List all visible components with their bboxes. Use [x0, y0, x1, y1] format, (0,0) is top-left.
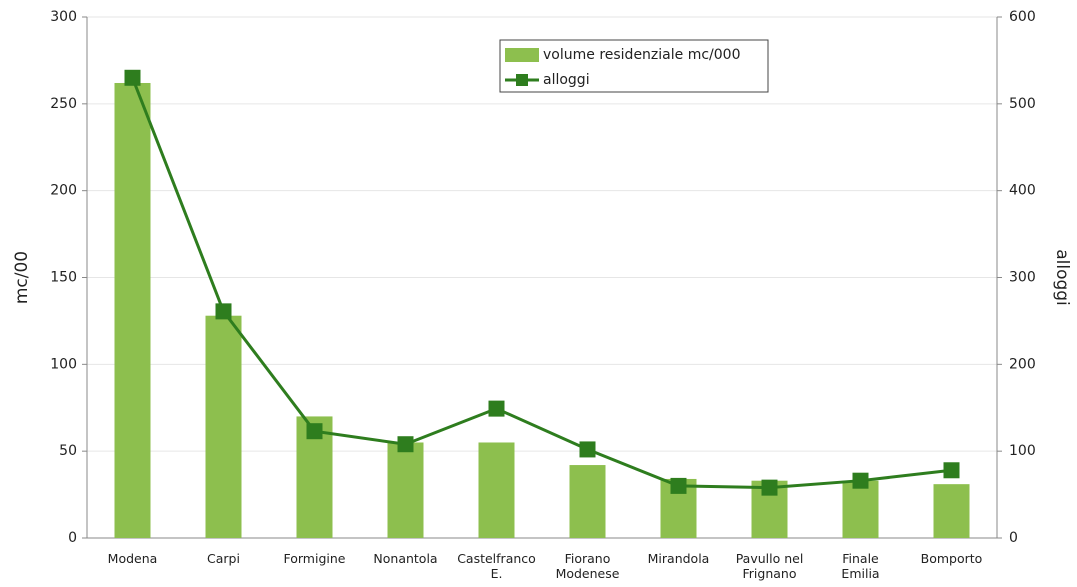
bar: [569, 465, 606, 538]
x-tick-label: Pavullo nel Frignano: [735, 551, 804, 581]
y2-tick-label: 300: [1009, 270, 1036, 286]
line-marker: [761, 479, 778, 496]
line-marker: [488, 400, 505, 417]
legend-box: [499, 39, 769, 93]
x-tick-label: Bomporto: [920, 551, 983, 566]
y-tick-label: 50: [59, 443, 77, 459]
bar: [114, 82, 151, 538]
y-tick-label: 0: [68, 530, 77, 546]
y-tick-label: 250: [50, 96, 77, 112]
bar: [205, 315, 242, 538]
y-tick-label: 100: [50, 356, 77, 372]
legend-marker: [516, 74, 528, 86]
legend-label: volume residenziale mc/000: [543, 47, 740, 63]
y2-tick-label: 100: [1009, 443, 1036, 459]
x-tick-label: Modena: [107, 551, 158, 566]
line-marker: [124, 69, 141, 86]
x-tick-label: Finale Emilia: [841, 551, 880, 581]
y-axis-title: mc/00: [12, 251, 32, 304]
y2-axis-title: alloggi: [1052, 249, 1072, 306]
x-tick-label: Formigine: [283, 551, 346, 566]
line-marker: [670, 477, 687, 494]
legend-label: alloggi: [543, 72, 590, 88]
bar: [842, 480, 879, 538]
y2-tick-label: 400: [1009, 183, 1036, 199]
legend-swatch: [505, 48, 539, 62]
line-marker: [306, 423, 323, 440]
line-marker: [852, 472, 869, 489]
x-tick-label: Carpi: [207, 551, 240, 566]
x-tick-label: Nonantola: [373, 551, 438, 566]
x-tick-label: Castelfranco E.: [457, 551, 536, 581]
line-marker: [215, 303, 232, 320]
y2-tick-label: 500: [1009, 96, 1036, 112]
y2-tick-label: 0: [1009, 530, 1018, 546]
line-marker: [579, 441, 596, 458]
y-tick-label: 200: [50, 183, 77, 199]
line: [131, 77, 952, 490]
bar: [478, 442, 515, 538]
y2-tick-label: 200: [1009, 356, 1036, 372]
x-tick-label: Fiorano Modenese: [555, 551, 620, 581]
y-tick-label: 300: [50, 9, 77, 25]
x-tick-label: Mirandola: [647, 551, 710, 566]
y-tick-label: 150: [50, 270, 77, 286]
line-marker: [397, 436, 414, 453]
line-marker: [943, 462, 960, 479]
y2-tick-label: 600: [1009, 9, 1036, 25]
bar: [387, 442, 424, 538]
bar: [933, 484, 970, 538]
